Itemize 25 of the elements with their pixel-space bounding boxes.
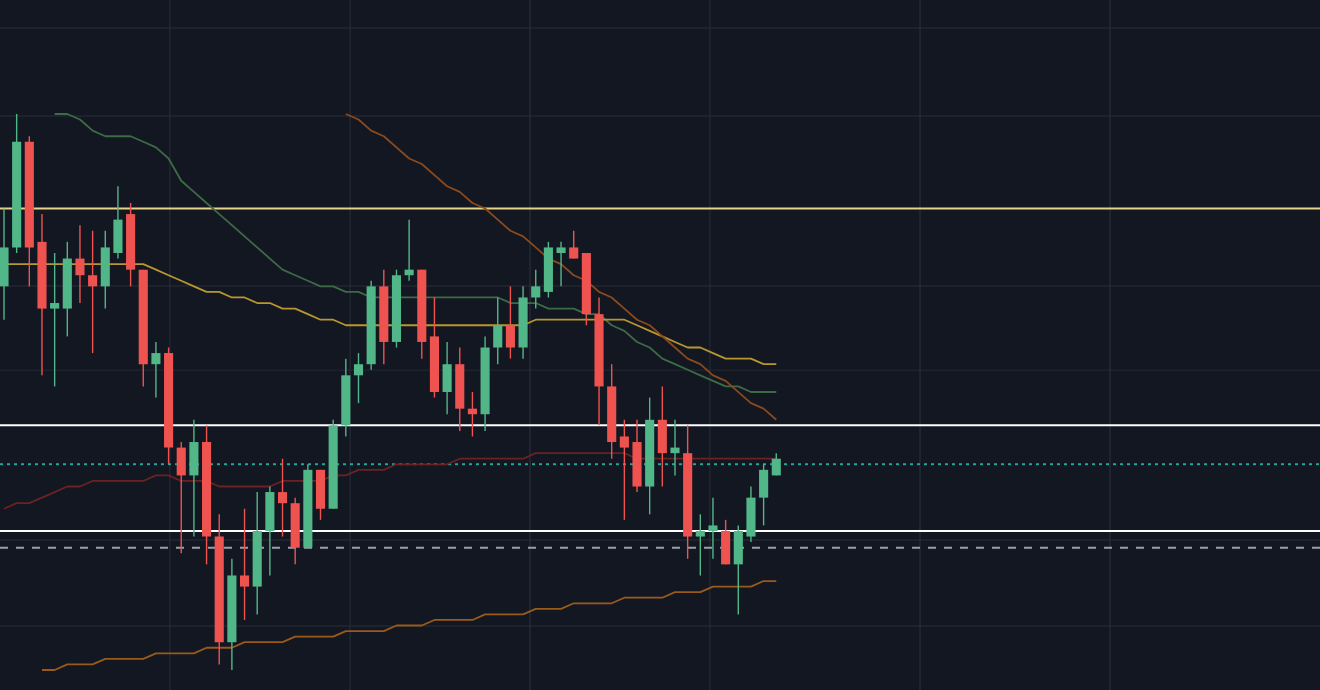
candlestick	[657, 385, 667, 488]
candlestick	[151, 341, 161, 399]
candlestick	[531, 268, 541, 310]
candlestick	[315, 469, 326, 521]
candlestick	[176, 441, 186, 554]
candlestick	[277, 458, 288, 538]
candlestick	[505, 285, 515, 360]
candlestick	[759, 463, 769, 527]
candlestick	[239, 508, 250, 621]
candlestick	[189, 419, 199, 538]
candlestick	[569, 230, 579, 260]
candlestick	[0, 207, 9, 321]
candlestick	[353, 352, 364, 404]
candlestick	[493, 296, 503, 365]
candlestick	[708, 496, 718, 560]
candlestick	[290, 496, 300, 566]
candlestick	[695, 513, 705, 577]
candlestick	[265, 485, 275, 577]
candlestick	[442, 341, 452, 415]
candlestick	[75, 224, 85, 304]
candlestick	[50, 252, 60, 388]
candlestick	[88, 230, 98, 354]
candlestick	[721, 519, 731, 566]
candlestick	[455, 346, 465, 432]
candlestick	[670, 419, 680, 477]
